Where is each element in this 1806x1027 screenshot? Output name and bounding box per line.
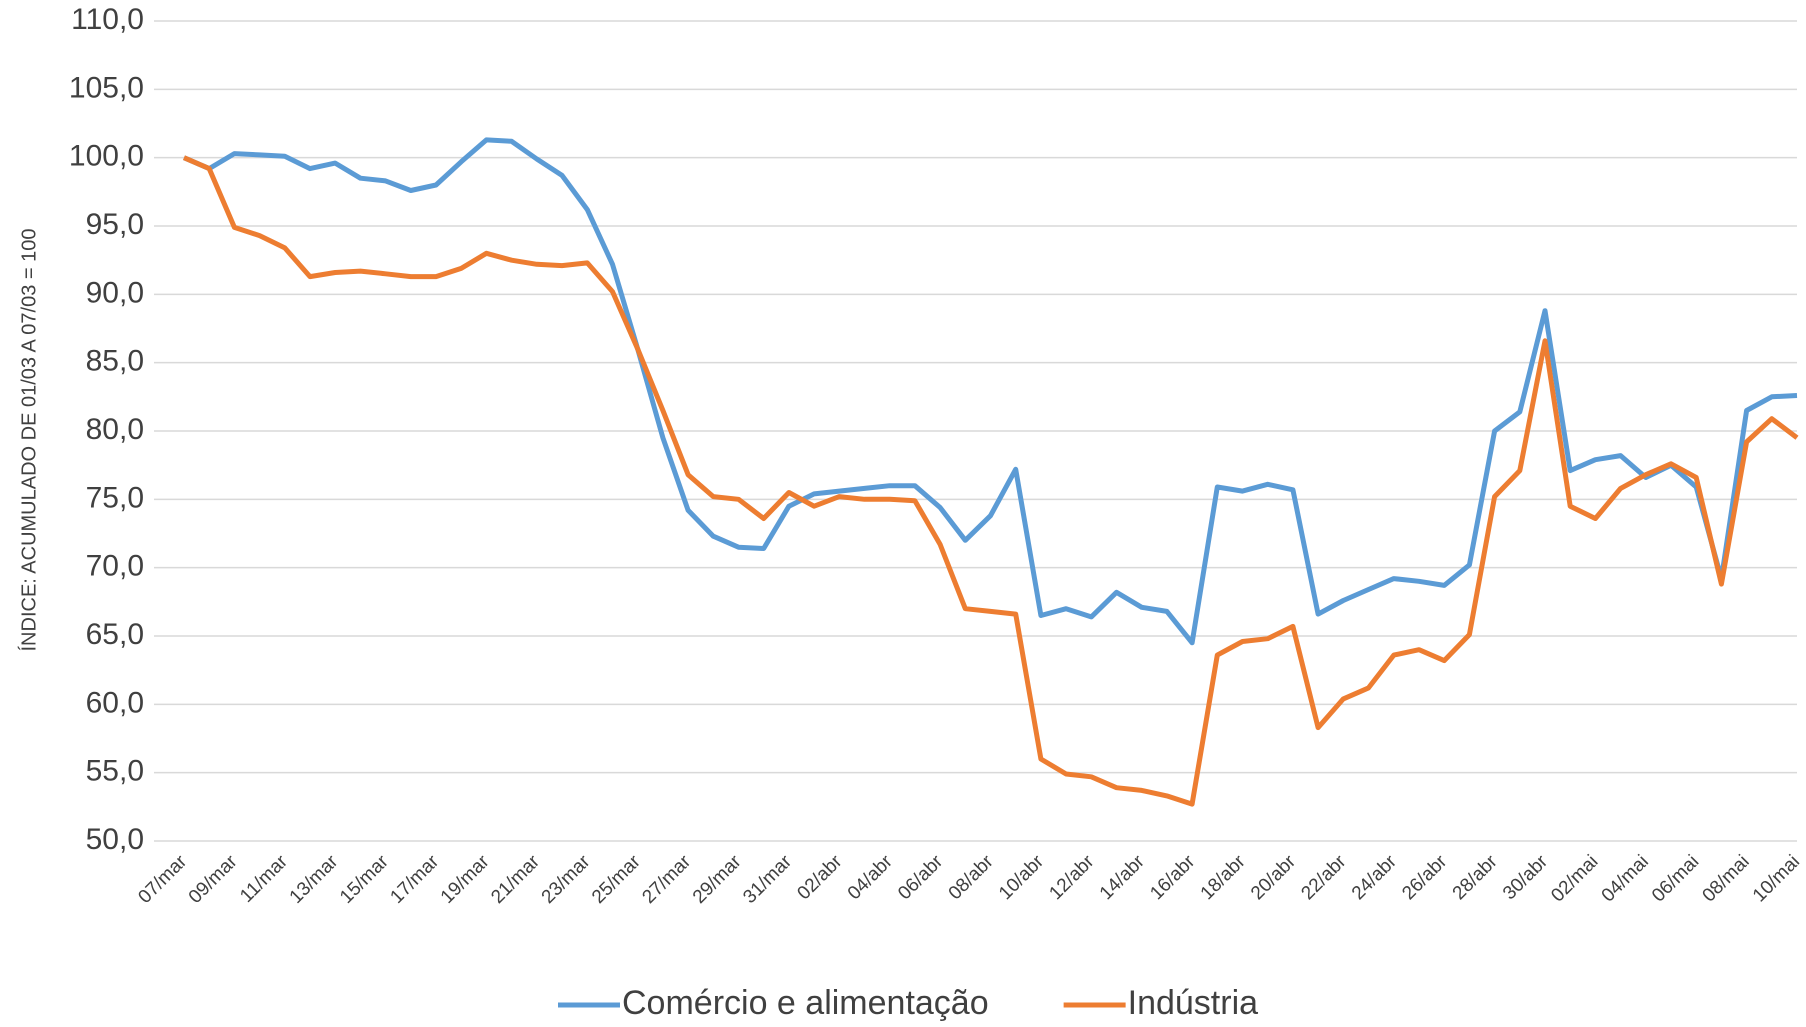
series-line — [183, 155, 1799, 807]
y-tick-label: 70,0 — [86, 550, 144, 583]
x-tick-label: 04/mai — [1598, 851, 1653, 906]
y-tick-label: 110,0 — [71, 3, 144, 36]
x-tick-label: 21/mar — [487, 851, 544, 908]
y-tick-label: 50,0 — [86, 823, 144, 856]
x-tick-label: 13/mar — [286, 851, 343, 908]
x-tick-label: 04/abr — [844, 851, 897, 904]
x-tick-label: 17/mar — [386, 851, 443, 908]
x-tick-label: 11/mar — [236, 851, 292, 907]
x-tick-label: 12/abr — [1045, 851, 1098, 904]
y-tick-label: 105,0 — [69, 71, 144, 104]
x-tick-label: 27/mar — [638, 851, 695, 908]
x-tick-label: 06/abr — [894, 851, 947, 904]
series-line — [183, 137, 1798, 646]
x-tick-label: 26/abr — [1398, 851, 1451, 904]
x-tick-label: 09/mar — [185, 851, 242, 908]
y-tick-label: 65,0 — [86, 618, 144, 651]
x-tick-label: 31/mar — [739, 851, 796, 908]
x-tick-label: 18/abr — [1197, 851, 1250, 904]
x-tick-label: 28/abr — [1449, 851, 1502, 904]
x-tick-label: 24/abr — [1348, 851, 1401, 904]
legend-label: Comércio e alimentação — [622, 984, 989, 1022]
x-tick-label: 20/abr — [1247, 851, 1300, 904]
x-tick-label: 02/abr — [793, 851, 846, 904]
y-tick-label: 60,0 — [86, 686, 144, 719]
x-tick-label: 15/mar — [336, 851, 393, 908]
x-tick-label: 02/mai — [1547, 851, 1602, 906]
x-tick-label: 19/mar — [437, 851, 494, 908]
x-tick-label: 08/mai — [1698, 851, 1753, 906]
x-tick-label: 30/abr — [1499, 851, 1552, 904]
x-tick-label: 14/abr — [1096, 851, 1149, 904]
y-tick-label: 95,0 — [86, 208, 144, 241]
x-tick-label: 29/mar — [689, 851, 746, 908]
x-tick-label: 07/mar — [134, 851, 191, 908]
y-tick-label: 80,0 — [86, 413, 144, 446]
x-tick-label: 22/abr — [1297, 851, 1350, 904]
legend-label: Indústria — [1128, 984, 1258, 1022]
x-tick-label: 23/mar — [538, 851, 595, 908]
y-tick-label: 75,0 — [86, 481, 144, 514]
x-tick-label: 08/abr — [945, 851, 998, 904]
y-tick-label: 55,0 — [86, 755, 144, 788]
x-tick-label: 25/mar — [588, 851, 645, 908]
y-tick-label: 100,0 — [69, 140, 144, 173]
y-tick-label: 85,0 — [86, 345, 144, 378]
x-tick-label: 10/mai — [1749, 851, 1804, 906]
x-tick-label: 16/abr — [1146, 851, 1199, 904]
y-axis-label: ÍNDICE: ACUMULADO DE 01/03 A 07/03 = 100 — [17, 229, 40, 652]
y-tick-label: 90,0 — [86, 276, 144, 309]
x-tick-label: 06/mai — [1648, 851, 1703, 906]
x-tick-label: 10/abr — [995, 851, 1048, 904]
